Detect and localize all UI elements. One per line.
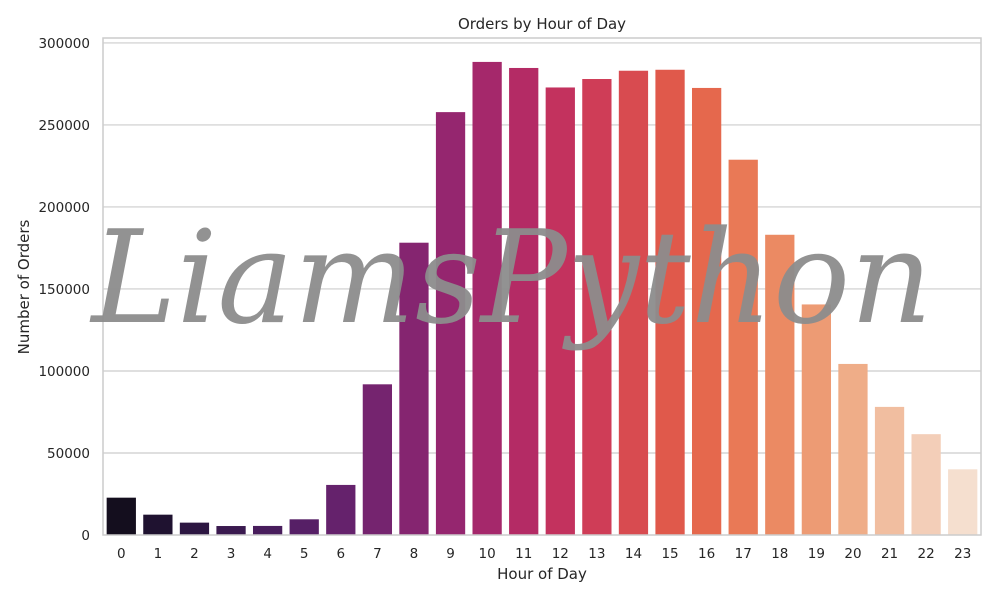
- bar-hour-16: [691, 87, 722, 536]
- bar-hour-12: [545, 87, 575, 535]
- y-tick-label: 50000: [47, 446, 90, 462]
- x-tick-label: 12: [552, 546, 569, 562]
- x-tick-label: 7: [373, 546, 382, 562]
- bar-hour-1: [143, 514, 173, 535]
- bar-hour-7: [362, 384, 393, 535]
- x-tick-label: 3: [227, 546, 236, 562]
- bar-hour-9: [435, 112, 466, 536]
- bar-hour-14: [618, 70, 649, 535]
- watermark-logo: LiamsPython: [89, 204, 932, 353]
- x-tick-label: 14: [625, 546, 642, 562]
- bar-hour-19: [801, 304, 832, 535]
- x-tick-label: 22: [918, 546, 935, 562]
- x-tick-label: 6: [336, 546, 345, 562]
- bar-hour-11: [509, 67, 539, 536]
- plot-frame: [102, 37, 982, 536]
- x-tick-label: 21: [881, 546, 898, 562]
- x-tick-label: 5: [300, 546, 309, 562]
- x-tick-labels: 0 1 2 3 4 5 6 7 8 9 10 11 12 13 14 15 16 17 18 19 20 21 22 23: [117, 546, 971, 562]
- bar-hour-17: [728, 159, 758, 535]
- bar-hour-13: [582, 79, 612, 535]
- y-tick-labels: 0 50000 100000 150000 200000 250000 300000: [38, 36, 90, 544]
- x-tick-label: 4: [263, 546, 272, 562]
- bar-hour-2: [179, 522, 210, 535]
- bar-hour-4: [252, 525, 283, 535]
- bar-hour-6: [326, 484, 356, 535]
- x-tick-label: 20: [844, 546, 861, 562]
- y-tick-label: 100000: [38, 364, 90, 380]
- y-tick-label: 250000: [38, 118, 90, 134]
- x-tick-label: 2: [190, 546, 199, 562]
- bar-hour-15: [655, 69, 685, 536]
- x-tick-label: 17: [735, 546, 752, 562]
- x-tick-label: 19: [808, 546, 825, 562]
- bar-hour-8: [399, 242, 429, 535]
- x-tick-label: 16: [698, 546, 715, 562]
- y-tick-label: 0: [81, 528, 90, 544]
- bar-hour-20: [838, 363, 868, 535]
- chart-title: Orders by Hour of Day: [458, 15, 626, 33]
- x-tick-label: 9: [446, 546, 455, 562]
- x-tick-label: 10: [479, 546, 496, 562]
- y-tick-label: 300000: [38, 36, 90, 52]
- bar-hour-10: [472, 61, 502, 535]
- x-tick-label: 23: [954, 546, 971, 562]
- x-tick-label: 11: [515, 546, 532, 562]
- bar-hour-0: [106, 497, 136, 535]
- x-tick-label: 8: [410, 546, 419, 562]
- gridlines: [103, 42, 981, 454]
- x-tick-label: 18: [771, 546, 788, 562]
- y-axis-label: Number of Orders: [15, 219, 33, 354]
- x-tick-label: 0: [117, 546, 126, 562]
- bar-hour-23: [948, 469, 978, 535]
- x-tick-label: 13: [588, 546, 605, 562]
- y-tick-label: 200000: [38, 200, 90, 216]
- x-tick-label: 1: [154, 546, 163, 562]
- x-tick-label: 15: [661, 546, 678, 562]
- bar-hour-3: [216, 526, 246, 535]
- bar-hour-21: [874, 406, 905, 535]
- y-tick-label: 150000: [38, 282, 90, 298]
- bars: [106, 61, 978, 536]
- bar-hour-22: [911, 434, 941, 535]
- bar-hour-18: [765, 234, 795, 536]
- bar-hour-5: [289, 519, 319, 535]
- x-axis-label: Hour of Day: [497, 565, 587, 583]
